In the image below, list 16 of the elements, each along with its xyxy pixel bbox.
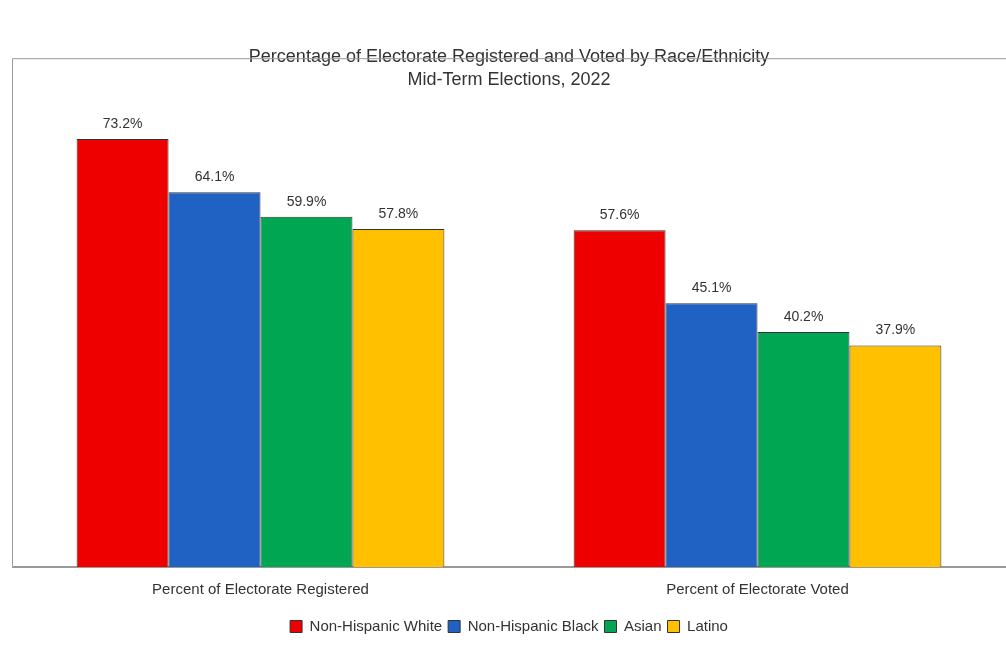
data-label: 45.1% xyxy=(691,279,732,296)
data-label: 59.9% xyxy=(286,192,327,209)
chart-subtitle: Mid-Term Elections, 2022 xyxy=(407,69,611,90)
legend-label: Non-Hispanic White xyxy=(309,616,443,634)
data-label: 57.6% xyxy=(599,206,640,223)
x-tick-label: Percent of Electorate Voted xyxy=(666,580,849,598)
data-label: 57.8% xyxy=(378,204,419,221)
data-label: 37.9% xyxy=(875,321,916,338)
legend-label: Asian xyxy=(624,616,662,634)
data-label: 40.2% xyxy=(783,307,824,324)
x-tick-label: Percent of Electorate Registered xyxy=(152,580,369,598)
data-label: 64.1% xyxy=(194,168,235,185)
data-label: 73.2% xyxy=(102,114,143,131)
legend-label: Non-Hispanic Black xyxy=(467,616,600,634)
legend-label: Latino xyxy=(687,616,728,634)
chart-title: Percentage of Electorate Registered and Voted by Race/Ethnicity xyxy=(248,45,770,66)
